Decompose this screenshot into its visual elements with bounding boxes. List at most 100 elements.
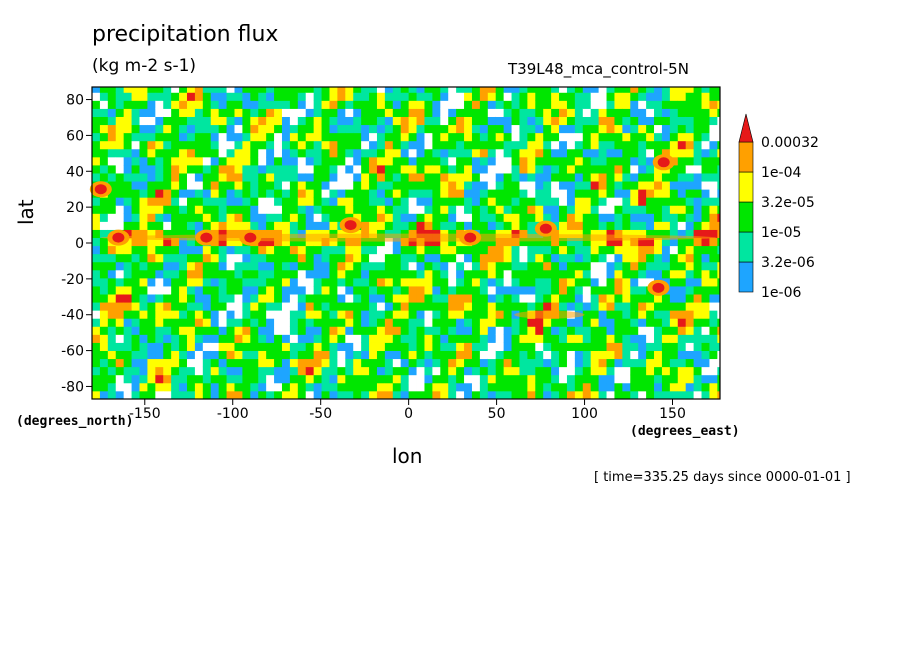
- heatmap-cell: [258, 253, 267, 263]
- heatmap-cell: [250, 382, 259, 392]
- heatmap-cell: [535, 318, 544, 327]
- heatmap-cell: [179, 229, 188, 239]
- heatmap-cell: [669, 165, 679, 174]
- heatmap-cell: [353, 310, 362, 319]
- heatmap-cell: [274, 140, 283, 150]
- heatmap-cell: [369, 261, 378, 271]
- heatmap-cell: [709, 132, 718, 142]
- heatmap-cell: [448, 245, 457, 255]
- heatmap-cell: [163, 156, 172, 166]
- heatmap-cell: [598, 197, 607, 206]
- heatmap-cell: [646, 165, 655, 174]
- heatmap-cell: [242, 302, 251, 311]
- heatmap-cell: [226, 326, 235, 335]
- y-tick-label: 0: [75, 236, 84, 252]
- heatmap-cell: [646, 87, 655, 93]
- heatmap-cell: [99, 165, 109, 174]
- heatmap-cell: [685, 245, 695, 255]
- heatmap-cell: [630, 197, 639, 206]
- heatmap-cell: [186, 189, 196, 198]
- heatmap-cell: [147, 374, 156, 384]
- heatmap-cell: [654, 269, 663, 279]
- heatmap-cell: [202, 165, 212, 174]
- heatmap-cell: [400, 390, 410, 400]
- heatmap-cell: [258, 173, 267, 182]
- heatmap-cell: [693, 213, 702, 222]
- heatmap-cell: [139, 358, 148, 368]
- heatmap-cell: [400, 326, 410, 335]
- heatmap-cell: [361, 286, 370, 295]
- heatmap-cell: [99, 374, 109, 384]
- heatmap-cell: [234, 374, 243, 384]
- heatmap-cell: [274, 350, 283, 360]
- heatmap-cell: [646, 213, 655, 222]
- colorbar-swatch: [738, 201, 754, 233]
- heatmap-cell: [487, 318, 497, 327]
- heatmap-cell: [408, 92, 417, 101]
- heatmap-cell: [281, 350, 291, 360]
- heatmap-cell: [519, 140, 528, 150]
- heatmap-cell: [266, 165, 275, 174]
- heatmap-cell: [147, 261, 156, 271]
- heatmap-cell: [574, 326, 584, 335]
- heatmap-cell: [574, 189, 584, 198]
- heatmap-cell: [353, 92, 362, 101]
- heatmap-cell: [392, 87, 402, 93]
- heatmap-cell: [115, 108, 125, 117]
- heatmap-cell: [590, 87, 600, 93]
- heatmap-cell: [503, 302, 512, 311]
- heatmap-cell: [535, 245, 544, 255]
- heatmap-cell: [92, 213, 101, 222]
- heatmap-cell: [654, 132, 663, 142]
- heatmap-cell: [234, 181, 243, 190]
- heatmap-cell: [281, 87, 291, 93]
- heatmap-cell: [337, 108, 346, 117]
- heatmap-cell: [527, 269, 536, 279]
- heatmap-cell: [614, 87, 623, 93]
- heatmap-cell: [598, 350, 607, 360]
- heatmap-cell: [218, 124, 227, 134]
- heatmap-cell: [527, 108, 536, 117]
- heatmap-cell: [107, 148, 117, 158]
- heatmap-cell: [709, 100, 718, 109]
- heatmap-cell: [115, 310, 125, 319]
- heatmap-cell: [361, 116, 370, 126]
- heatmap-cell: [289, 116, 299, 126]
- heatmap-cell: [258, 286, 267, 295]
- heatmap-cell: [479, 116, 489, 126]
- heatmap-cell: [107, 92, 117, 101]
- heatmap-cell: [400, 358, 410, 368]
- heatmap-cell: [313, 334, 322, 343]
- heatmap-cell: [464, 124, 473, 134]
- heatmap-cell: [258, 229, 267, 239]
- heatmap-cell: [559, 124, 568, 134]
- heatmap-cell: [139, 342, 148, 351]
- heatmap-cell: [155, 245, 164, 255]
- heatmap-cell: [590, 205, 600, 214]
- heatmap-cell: [139, 374, 148, 384]
- y-tick-label: 80: [66, 93, 84, 109]
- heatmap-cell: [234, 358, 243, 368]
- heatmap-cell: [155, 302, 164, 311]
- heatmap-cell: [693, 140, 702, 150]
- heatmap-cell: [677, 181, 687, 190]
- heatmap-cell: [693, 181, 702, 190]
- heatmap-cell: [654, 213, 663, 222]
- heatmap-cell: [519, 245, 528, 255]
- heatmap-cell: [131, 390, 140, 400]
- heatmap-cell: [321, 269, 330, 279]
- heatmap-cell: [559, 189, 568, 198]
- heatmap-cell: [424, 390, 433, 400]
- heatmap-cell: [313, 116, 322, 126]
- heatmap-cell: [709, 269, 718, 279]
- heatmap-cell: [305, 334, 315, 343]
- heatmap-cell: [661, 374, 671, 384]
- heatmap-cell: [250, 302, 259, 311]
- heatmap-cell: [384, 382, 394, 392]
- heatmap-cell: [305, 269, 315, 279]
- heatmap-cell: [543, 108, 552, 117]
- heatmap-cell: [677, 269, 687, 279]
- heatmap-cell: [416, 302, 425, 311]
- heatmap-cell: [258, 358, 267, 368]
- heatmap-cell: [313, 140, 322, 150]
